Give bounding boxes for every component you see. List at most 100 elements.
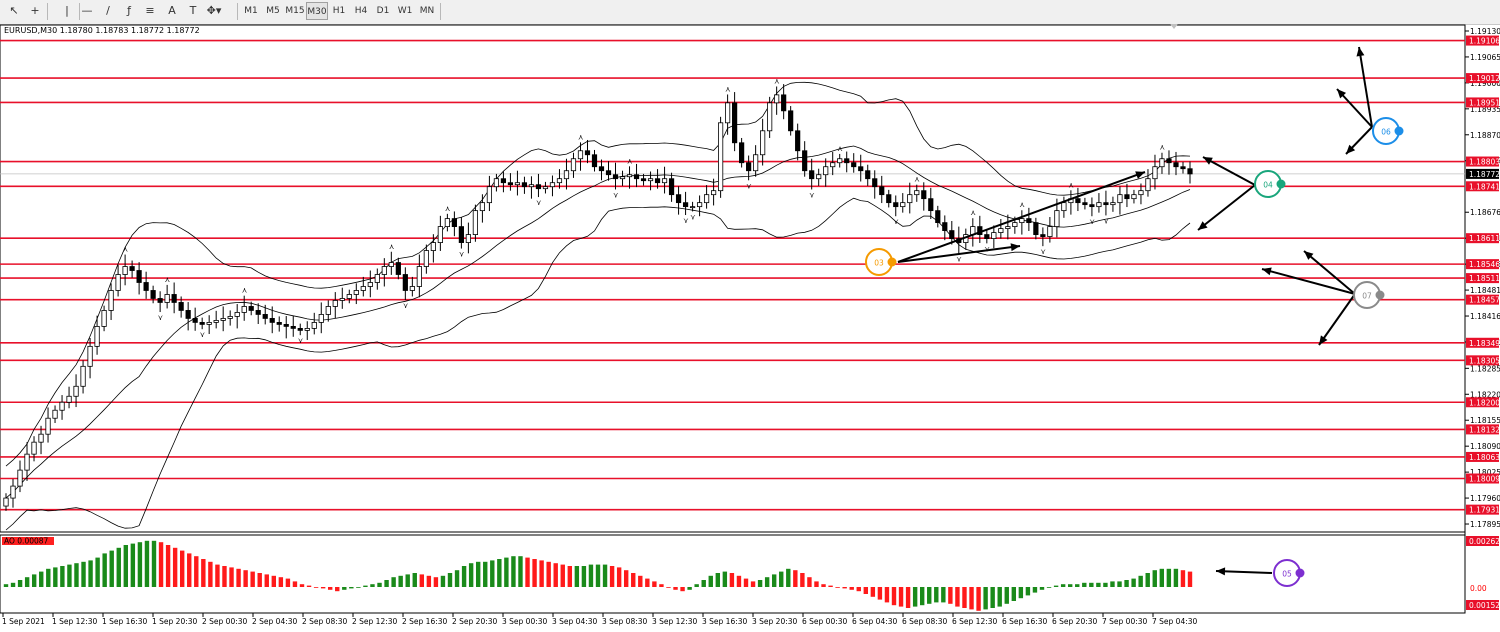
oscillator-bar bbox=[990, 587, 995, 608]
timeframe-m1[interactable]: M1 bbox=[244, 6, 258, 16]
arrow-07-left[interactable] bbox=[1261, 268, 1356, 295]
price-tick-label: 1.18870 bbox=[1470, 131, 1500, 140]
timeframe-w1[interactable]: W1 bbox=[397, 6, 413, 16]
horizontal-line-icon[interactable]: — bbox=[81, 4, 93, 17]
time-label: 3 Sep 00:30 bbox=[502, 617, 548, 626]
marker-06-label: 06 bbox=[1381, 128, 1391, 137]
oscillator-bar bbox=[335, 587, 340, 592]
oscillator-bar bbox=[652, 581, 657, 587]
arrow-07-upleft[interactable] bbox=[1303, 250, 1356, 295]
chart-toolbar: ↖ + | — / ƒ ≡ A T ✥▾ M1 M5 M15 M30 H1 H4 D1 W1 MN bbox=[0, 0, 1500, 25]
bearish-candle bbox=[1173, 162, 1179, 168]
bullish-candle bbox=[227, 316, 233, 319]
oscillator-bar bbox=[384, 580, 389, 587]
oscillator-bar bbox=[595, 564, 601, 587]
text-label-icon[interactable]: T bbox=[189, 4, 197, 17]
current-price-tag bbox=[1466, 168, 1499, 179]
fractal-up-marker: ⋏ bbox=[445, 204, 451, 213]
trend-arrow-03-up[interactable] bbox=[897, 171, 1146, 263]
bearish-candle bbox=[788, 110, 794, 132]
oscillator-bar bbox=[123, 545, 129, 587]
fibonacci-icon[interactable]: ƒ bbox=[127, 4, 131, 17]
timeframe-m5[interactable]: M5 bbox=[266, 6, 280, 16]
oscillator-bar bbox=[553, 563, 558, 587]
text-icon[interactable]: A bbox=[168, 4, 176, 17]
chart-shift-marker[interactable] bbox=[1170, 24, 1178, 29]
fractal-down-marker: ⋎ bbox=[536, 198, 542, 207]
oscillator-bar bbox=[673, 587, 678, 590]
oscillator-bar bbox=[645, 578, 650, 587]
bearish-candle bbox=[591, 154, 598, 168]
indicator-tick-label: 0.00152 bbox=[1469, 601, 1500, 610]
bearish-candle bbox=[851, 162, 857, 168]
bullish-candle bbox=[760, 130, 766, 156]
trendline-icon[interactable]: / bbox=[106, 4, 110, 17]
bullish-candle bbox=[94, 326, 100, 347]
oscillator-bar bbox=[109, 550, 114, 587]
timeframe-m30[interactable]: M30 bbox=[306, 2, 328, 20]
price-tick-label: 1.18481 bbox=[1470, 286, 1500, 295]
shapes-icon[interactable]: ✥▾ bbox=[206, 4, 222, 17]
oscillator-bar bbox=[236, 568, 241, 587]
level-price-tag bbox=[1466, 233, 1499, 244]
bullish-candle bbox=[696, 202, 703, 208]
arrow-06-up-head bbox=[1356, 47, 1365, 57]
oscillator-bar bbox=[74, 563, 79, 587]
bullish-candle bbox=[556, 178, 563, 184]
bearish-candle bbox=[269, 318, 275, 323]
oscillator-bar bbox=[757, 580, 763, 587]
bullish-candle bbox=[10, 485, 16, 499]
oscillator-bar bbox=[588, 564, 594, 587]
oscillator-bar bbox=[821, 584, 826, 587]
oscillator-bar bbox=[222, 566, 227, 587]
bullish-candle bbox=[703, 194, 710, 204]
oscillator-bar bbox=[518, 556, 523, 587]
arrow-04-up[interactable] bbox=[1202, 156, 1256, 186]
bullish-candle bbox=[1047, 226, 1053, 237]
timeframe-d1[interactable]: D1 bbox=[376, 6, 390, 16]
arrow-04-down[interactable] bbox=[1197, 184, 1256, 231]
fractal-up-marker: ⋏ bbox=[970, 208, 976, 217]
level-price-label: 1.18063 bbox=[1469, 453, 1500, 462]
cursor-icon[interactable]: ↖ bbox=[9, 4, 19, 17]
timeframe-m15[interactable]: M15 bbox=[285, 6, 305, 16]
crosshair-icon[interactable]: + bbox=[30, 4, 40, 17]
time-label: 1 Sep 12:30 bbox=[52, 617, 98, 626]
bullish-candle bbox=[409, 286, 415, 291]
time-label: 6 Sep 16:30 bbox=[1002, 617, 1048, 626]
oscillator-bar bbox=[349, 587, 354, 589]
oscillator-bar bbox=[377, 582, 382, 587]
bullish-candle bbox=[437, 226, 443, 243]
trend-arrow-03-up-head bbox=[1135, 171, 1145, 179]
trend-arrow-03-flat[interactable] bbox=[897, 245, 1021, 263]
channel-icon[interactable]: ≡ bbox=[145, 4, 155, 17]
arrow-06-up[interactable] bbox=[1358, 46, 1373, 128]
timeframe-h4[interactable]: H4 bbox=[354, 6, 368, 16]
bullish-candle bbox=[1019, 218, 1025, 224]
timeframe-h1[interactable]: H1 bbox=[332, 6, 346, 16]
oscillator-bar bbox=[1053, 585, 1059, 587]
oscillator-bar bbox=[1131, 578, 1136, 587]
arrow-05-left[interactable] bbox=[1215, 570, 1273, 574]
time-label: 6 Sep 08:30 bbox=[902, 617, 948, 626]
oscillator-bar bbox=[729, 573, 735, 587]
fractal-up-marker: ⋏ bbox=[1019, 200, 1025, 209]
arrow-07-down[interactable] bbox=[1318, 293, 1356, 346]
bearish-candle bbox=[535, 184, 542, 190]
level-price-tag bbox=[1466, 156, 1499, 167]
bearish-candle bbox=[1075, 198, 1081, 204]
timeframe-mn[interactable]: MN bbox=[419, 6, 435, 16]
time-label: 7 Sep 00:30 bbox=[1102, 617, 1148, 626]
vertical-line-icon[interactable]: | bbox=[65, 4, 69, 17]
oscillator-bar bbox=[342, 587, 347, 590]
oscillator-bar bbox=[130, 543, 136, 587]
oscillator-bar bbox=[574, 566, 580, 587]
bullish-candle bbox=[220, 318, 226, 321]
bearish-candle bbox=[949, 230, 955, 239]
bearish-candle bbox=[402, 274, 408, 291]
arrow-07-upleft-head bbox=[1304, 251, 1314, 260]
level-price-tag bbox=[1466, 294, 1499, 305]
oscillator-bar bbox=[81, 561, 86, 587]
bullish-candle bbox=[234, 312, 240, 317]
